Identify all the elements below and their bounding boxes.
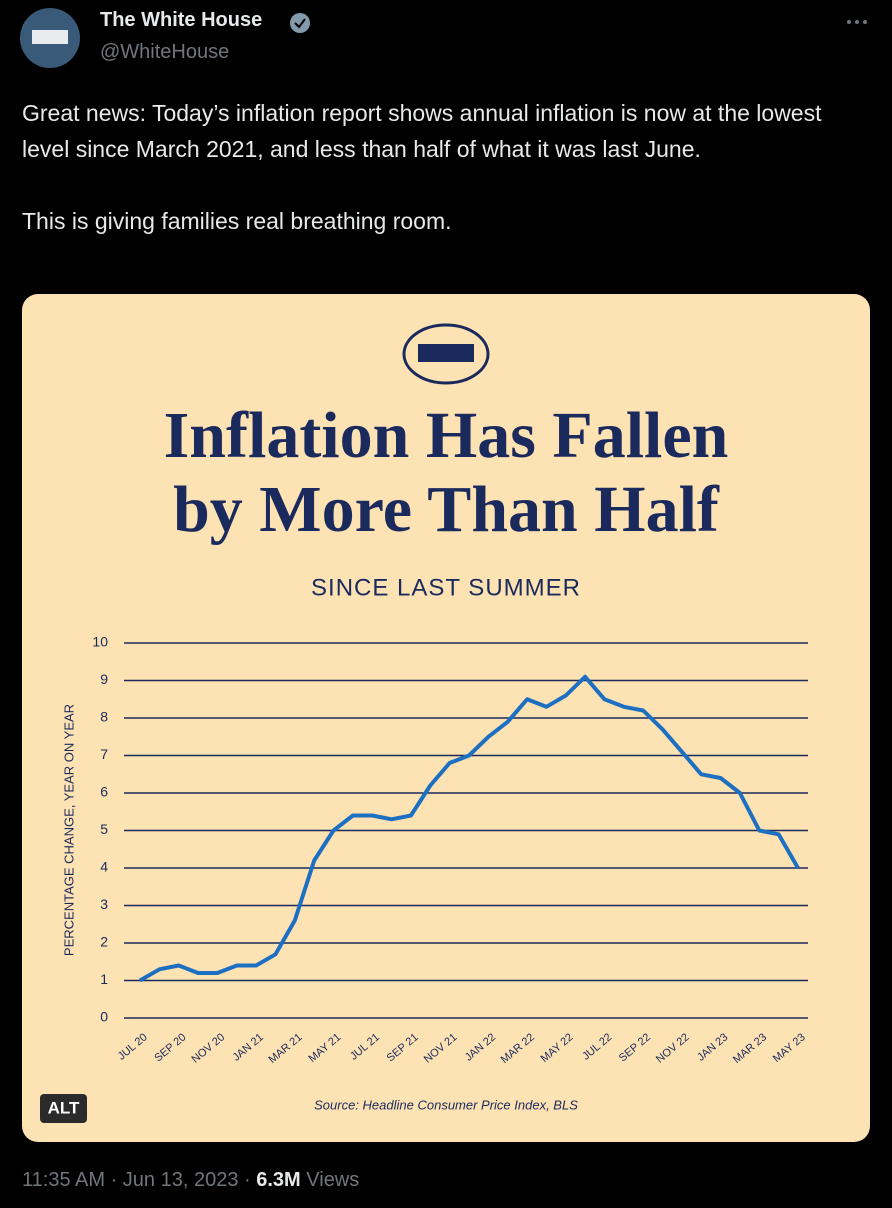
views-label: Views: [306, 1169, 360, 1191]
y-tick-label: 8: [100, 709, 108, 725]
chart-title: by More Than Half: [173, 473, 720, 546]
paragraph: This is giving families real breathing r…: [22, 208, 452, 234]
logo-house: [418, 344, 474, 362]
alt-badge[interactable]: [40, 1094, 87, 1123]
y-tick-label: 3: [100, 896, 108, 912]
y-tick-label: 7: [100, 746, 108, 762]
y-axis-label: PERCENTAGE CHANGE, YEAR ON YEAR: [61, 704, 76, 956]
y-tick-label: 6: [100, 784, 108, 800]
y-tick-label: 9: [100, 671, 108, 687]
verified-badge: [290, 13, 310, 33]
paragraph: Great news: Today’s inflation report sho…: [22, 100, 822, 162]
alt-text: ALT: [48, 1098, 80, 1117]
line-series: [139, 674, 800, 983]
chart-title: Inflation Has Fallen: [164, 399, 729, 472]
more-menu[interactable]: [847, 20, 867, 24]
avatar-house: [32, 30, 68, 44]
y-tick-label: 5: [100, 821, 108, 837]
y-tick-label: 2: [100, 934, 108, 950]
author-handle[interactable]: @WhiteHouse: [100, 41, 230, 63]
tweet-text: Great news: Today’s inflation report sho…: [22, 95, 872, 275]
y-tick-label: 1: [100, 971, 108, 987]
source: Source: Headline Consumer Price Index, B…: [314, 1097, 578, 1112]
y-tick-label: 10: [92, 634, 108, 650]
logo: [402, 323, 490, 385]
verified-check: [294, 18, 306, 29]
timestamp[interactable]: 11:35 AM · Jun 13, 2023 ·: [22, 1169, 251, 1191]
y-tick-label: 4: [100, 859, 108, 875]
author-name[interactable]: The White House: [100, 9, 263, 31]
y-tick-label: 0: [100, 1009, 108, 1025]
chart-subtitle: SINCE LAST SUMMER: [311, 574, 581, 601]
footer: 11:35 AM · Jun 13, 2023 · 6.3M Views: [22, 1169, 359, 1192]
views-count: 6.3M: [256, 1169, 301, 1191]
